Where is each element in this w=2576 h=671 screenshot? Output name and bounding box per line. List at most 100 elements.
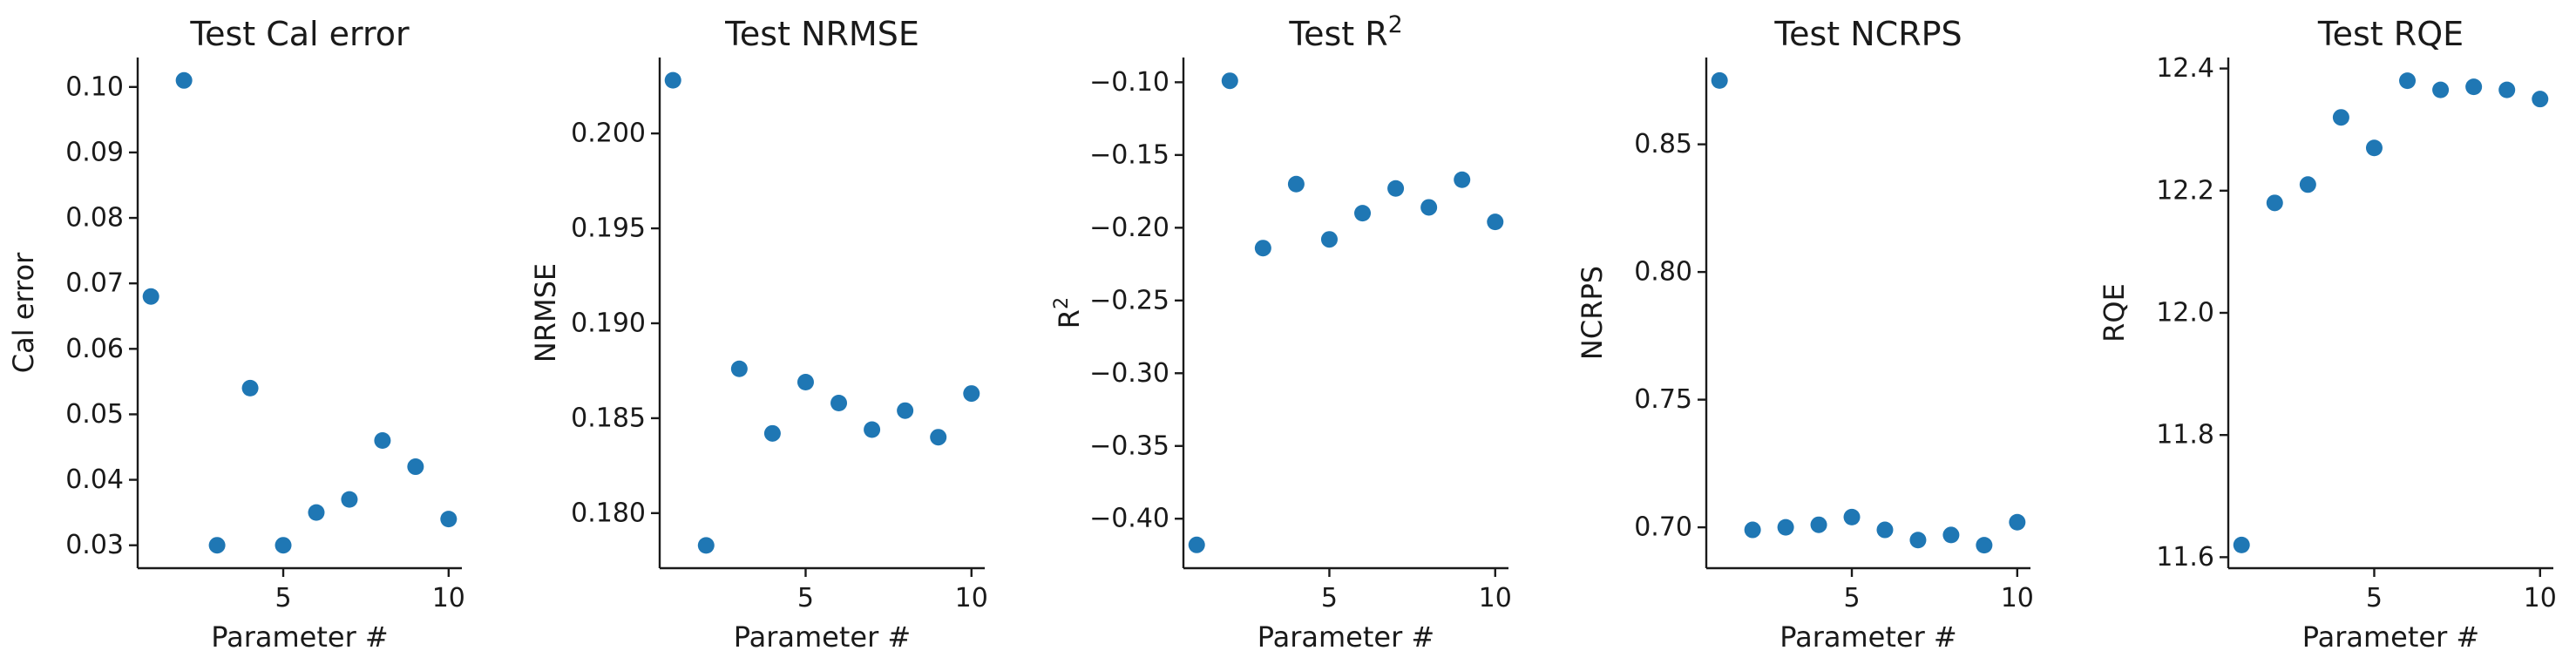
- chart-title: Test Cal error: [189, 15, 410, 53]
- data-point: [2365, 139, 2383, 157]
- y-tick-label: −0.25: [1089, 285, 1169, 315]
- y-tick-label: 0.08: [65, 203, 124, 234]
- data-point: [142, 288, 159, 305]
- data-point: [2332, 109, 2349, 126]
- data-point: [963, 385, 980, 403]
- x-tick-label: 10: [955, 583, 988, 613]
- data-point: [275, 537, 292, 554]
- data-point: [2498, 81, 2516, 98]
- data-point: [2233, 536, 2250, 553]
- x-tick-label: 10: [2001, 583, 2034, 613]
- data-point: [2465, 78, 2483, 96]
- data-point: [864, 421, 881, 438]
- text-part: NCRPS: [1576, 266, 1609, 360]
- text-part: R: [1053, 309, 1086, 329]
- text-part: NRMSE: [529, 263, 562, 363]
- data-point: [1487, 214, 1504, 231]
- y-tick-label: 12.0: [2156, 298, 2214, 329]
- subplot-2: 0.180 0.185 0.190 0.195 0.200 5 10 Test NRMSE Pa…: [529, 15, 988, 654]
- data-point: [1777, 518, 1794, 536]
- data-point: [830, 394, 848, 411]
- data-point: [1810, 516, 1827, 533]
- x-tick-label: 5: [275, 583, 291, 613]
- y-tick-label: 0.05: [65, 399, 124, 430]
- superscript: 2: [1388, 11, 1403, 38]
- y-tick-label: 0.06: [65, 334, 124, 364]
- y-tick-label: 0.09: [65, 137, 124, 167]
- y-axis-label: NCRPS: [1576, 266, 1609, 360]
- y-tick-label: −0.20: [1089, 213, 1169, 243]
- x-axis-label: Parameter #: [1779, 620, 1956, 654]
- y-tick-label: 0.04: [65, 464, 124, 495]
- x-tick-label: 10: [2524, 583, 2557, 613]
- x-tick-label: 10: [432, 583, 465, 613]
- data-point: [440, 511, 458, 528]
- y-axis-label: RQE: [2098, 283, 2131, 342]
- y-tick-label: 0.07: [65, 268, 124, 299]
- data-point: [1188, 536, 1205, 553]
- y-tick-label: 0.70: [1634, 512, 1692, 543]
- data-point: [730, 360, 748, 377]
- data-point: [374, 432, 391, 449]
- subplot-1: 0.03 0.04 0.05 0.06 0.07 0.08 0.09 0.10 5 10 Test …: [7, 15, 465, 654]
- y-axis-label: NRMSE: [529, 263, 562, 363]
- y-tick-label: 0.03: [65, 530, 124, 560]
- data-point: [1843, 508, 1861, 525]
- y-tick-label: −0.15: [1089, 139, 1169, 170]
- y-tick-label: 0.200: [571, 119, 646, 149]
- y-tick-label: −0.40: [1089, 504, 1169, 534]
- data-point: [1909, 532, 1927, 549]
- superscript: 2: [1050, 297, 1073, 309]
- x-axis-label: Parameter #: [1257, 620, 1434, 654]
- data-point: [2299, 176, 2316, 193]
- y-tick-label: 0.10: [65, 71, 124, 102]
- data-point: [1976, 537, 1993, 554]
- data-point: [930, 429, 947, 446]
- y-tick-label: −0.35: [1089, 430, 1169, 461]
- data-point: [1287, 175, 1305, 193]
- data-point: [763, 424, 781, 442]
- data-point: [2432, 81, 2450, 98]
- data-point: [308, 504, 325, 521]
- text-part: Test Cal error: [189, 15, 410, 53]
- subplot-3: −0.40 −0.35 −0.30 −0.25 −0.20 −0.15 −0.10 5 10 Te…: [1050, 11, 1512, 654]
- data-point: [2532, 91, 2549, 108]
- text-part: Test RQE: [2317, 15, 2464, 53]
- y-tick-label: 0.185: [571, 403, 646, 433]
- data-point: [1876, 521, 1894, 539]
- y-tick-label: 0.195: [571, 214, 646, 244]
- x-tick-label: 10: [1479, 583, 1512, 613]
- text-part: RQE: [2098, 283, 2131, 342]
- y-tick-label: −0.10: [1089, 67, 1169, 98]
- text-part: Test NRMSE: [724, 15, 919, 53]
- data-point: [341, 491, 358, 508]
- chart-title: Test R2: [1288, 11, 1402, 54]
- x-tick-label: 5: [2366, 583, 2383, 613]
- y-axis-label: R2: [1050, 297, 1086, 329]
- data-point: [2399, 72, 2417, 90]
- data-point: [1221, 72, 1238, 90]
- data-point: [407, 458, 424, 476]
- text-part: Test R: [1288, 15, 1387, 53]
- text-part: Cal error: [7, 252, 40, 373]
- y-axis-label: Cal error: [7, 252, 40, 373]
- data-point: [1942, 526, 1960, 544]
- x-axis-label: Parameter #: [211, 620, 388, 654]
- data-point: [797, 374, 814, 391]
- data-point: [1744, 521, 1761, 539]
- x-tick-label: 5: [1843, 583, 1860, 613]
- chart-title: Test NRMSE: [724, 15, 919, 53]
- y-tick-label: 12.2: [2156, 175, 2214, 206]
- data-point: [1454, 171, 1471, 188]
- data-point: [208, 537, 226, 554]
- y-tick-label: 0.75: [1634, 384, 1692, 415]
- y-tick-label: 0.85: [1634, 129, 1692, 159]
- x-tick-label: 5: [797, 583, 814, 613]
- data-point: [2266, 194, 2283, 212]
- y-tick-label: 11.6: [2156, 542, 2214, 573]
- text-part: Test NCRPS: [1773, 15, 1962, 53]
- chart-title: Test RQE: [2317, 15, 2464, 53]
- data-point: [664, 71, 681, 89]
- data-point: [1320, 231, 1338, 248]
